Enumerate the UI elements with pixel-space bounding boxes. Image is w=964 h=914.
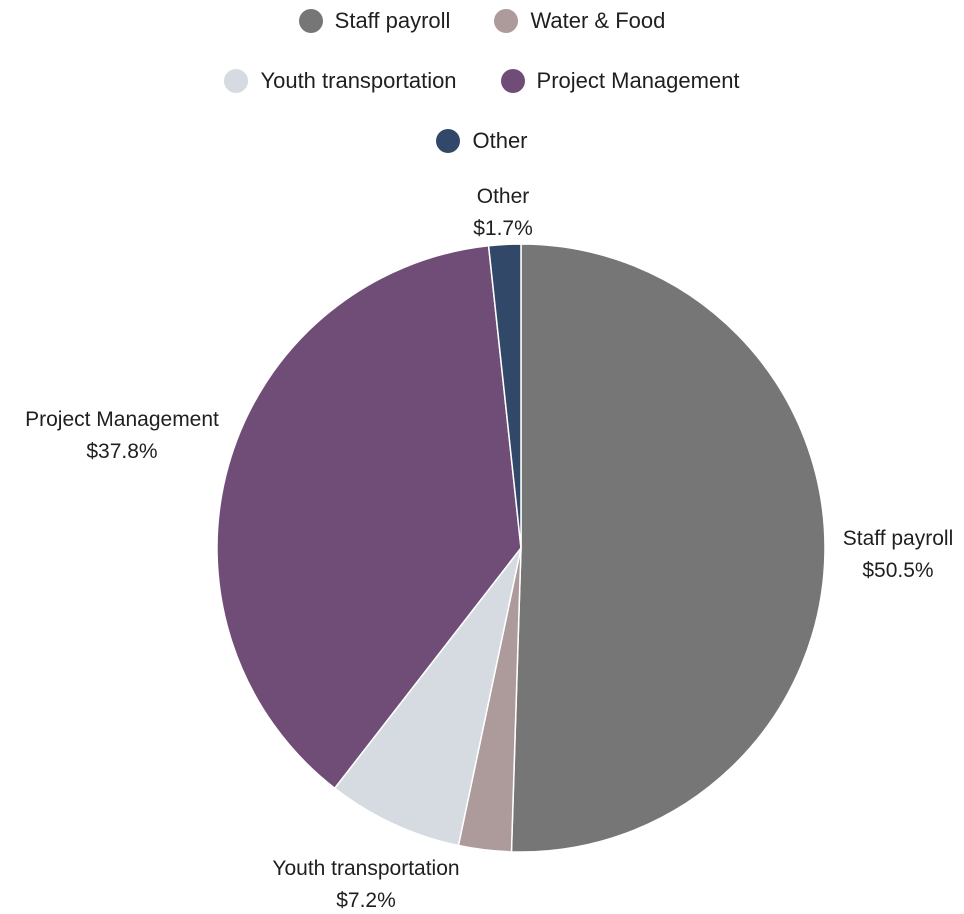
- legend-item-youth-transportation[interactable]: Youth transportation: [224, 68, 457, 94]
- legend-row-1: Staff payroll Water & Food: [0, 8, 964, 34]
- legend-swatch-icon: [494, 9, 519, 33]
- legend-row-2: Youth transportation Project Management: [0, 68, 964, 94]
- legend-label: Youth transportation: [260, 68, 457, 93]
- legend-item-other[interactable]: Other: [436, 128, 528, 154]
- legend-item-staff-payroll[interactable]: Staff payroll: [298, 8, 451, 34]
- slice-label-value: $50.5%: [862, 559, 933, 582]
- slice-label-value: $37.8%: [86, 440, 157, 463]
- pie-slice-other[interactable]: [487, 243, 522, 549]
- slice-label-name: Project Management: [25, 408, 219, 431]
- slice-label-name: Staff payroll: [843, 527, 954, 550]
- legend-label: Staff payroll: [334, 8, 451, 33]
- pie-slice-staff-payroll[interactable]: [510, 243, 826, 853]
- slice-label-value: $7.2%: [336, 889, 396, 912]
- slice-label-value: $1.7%: [473, 217, 533, 240]
- legend-item-project-management[interactable]: Project Management: [500, 68, 740, 94]
- legend-label: Water & Food: [530, 8, 666, 33]
- legend-swatch-icon: [224, 69, 249, 93]
- legend-item-water-food[interactable]: Water & Food: [494, 8, 665, 34]
- pie-slice-project-management[interactable]: [216, 244, 522, 790]
- slice-label-name: Youth transportation: [272, 857, 459, 880]
- legend-row-3: Other: [0, 128, 964, 154]
- legend-swatch-icon: [500, 69, 525, 93]
- pie-slice-youth-transportation[interactable]: [333, 547, 522, 847]
- legend-label: Project Management: [536, 68, 740, 93]
- legend-label: Other: [472, 128, 528, 153]
- slice-label-name: Other: [477, 185, 530, 208]
- legend-swatch-icon: [436, 129, 461, 153]
- legend-swatch-icon: [298, 9, 323, 33]
